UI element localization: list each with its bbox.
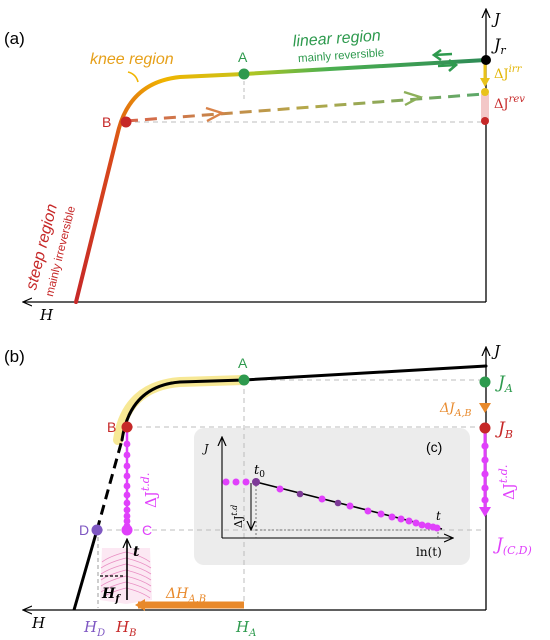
panel-b-hb-label: HB [115, 618, 136, 639]
panel-b-hf-label: Hf [101, 586, 121, 605]
panel-a-x-label: H [39, 306, 54, 324]
panel-a: (a) J H A B knee region [4, 10, 525, 324]
panel-b-label: (b) [4, 347, 25, 366]
panel-b-steep-lower [72, 529, 99, 611]
panel-a-label: (a) [4, 29, 25, 48]
panel-b-point-c-label: C [142, 522, 152, 538]
panel-b-jb-label: JB [495, 419, 513, 441]
inset-c-dj-label: ΔJt.d [230, 505, 245, 528]
panel-a-y-label: J [491, 10, 501, 28]
panel-a-recoil-line [125, 92, 485, 123]
panel-a-dj-irr-label: ΔJirr [494, 64, 523, 82]
panel-a-linear-curve [242, 58, 488, 76]
inset-c-dark-dots [296, 490, 342, 507]
panel-b-point-a [238, 374, 250, 386]
panel-a-rev-arrow-left [431, 48, 453, 62]
panel-a-linear-label: linear region [292, 27, 381, 50]
svg-text:ΔJt.d: ΔJt.d [230, 505, 245, 528]
panel-a-dj-rev-bar [481, 94, 489, 120]
inset-c-dot-t0 [252, 478, 260, 486]
inset-c-dots [222, 478, 441, 532]
inset-c-t-label: t [436, 509, 441, 523]
inset-c-y-label: J [202, 442, 209, 455]
inset-c: J ln(t) (c) t0 [202, 438, 452, 559]
inset-c-background [194, 428, 470, 565]
panel-b-point-ja [479, 376, 491, 388]
panel-b-point-jb [479, 422, 491, 434]
panel-a-knee-pointer [127, 71, 139, 83]
panel-b-dj-td-left: ΔJt.d. [139, 473, 160, 508]
panel-b-point-d-label: D [79, 522, 89, 538]
panel-a-steep-knee-curve [74, 72, 246, 304]
panel-a-knee-label: knee region [90, 51, 174, 68]
panel-b-point-b [121, 421, 133, 433]
panel-b-hd-label: HD [83, 618, 105, 639]
inset-c-label: (c) [426, 439, 442, 455]
panel-b-point-d [91, 524, 103, 536]
panel-a-point-jr [481, 55, 491, 65]
panel-a-rev-arrow-right [437, 58, 459, 72]
panel-b-point-a-label: A [238, 355, 248, 371]
panel-b-t-label: t [133, 544, 140, 560]
panel-b-point-c [121, 524, 133, 536]
panel-b-dj-td-right: ΔJt.d. [497, 465, 518, 500]
panel-b-right-td-dots [481, 442, 489, 504]
panel-a-linear-labels: linear region mainly reversible [292, 27, 384, 65]
panel-a-point-b [120, 116, 132, 128]
panel-b-jcd-label: J(C,D) [493, 535, 532, 557]
panel-a-point-a-label: A [238, 49, 248, 65]
panel-a-point-a [238, 68, 250, 80]
panel-a-steep-labels: steep region mainly irreversible [23, 202, 78, 298]
panel-b-x-label: H [31, 614, 46, 632]
panel-a-linear-sublabel: mainly reversible [298, 47, 385, 65]
inset-c-t0-label: t0 [254, 463, 265, 480]
panel-a-jr-label: Jr [491, 35, 506, 57]
panel-b-dj-ab-label: ΔJA,B [439, 401, 471, 419]
inset-c-x-label: ln(t) [416, 545, 442, 559]
panel-b-hatch-fan [100, 548, 152, 604]
panel-b-y-label: J [491, 342, 501, 360]
panel-b-ha-label: HA [235, 618, 256, 639]
panel-b: (b) J H [4, 342, 532, 639]
panel-a-recoil-arrow-2 [403, 90, 424, 107]
panel-b-point-b-label: B [107, 419, 116, 435]
panel-a-dj-rev-label: ΔJrev [494, 94, 525, 112]
panel-a-point-irr [481, 88, 489, 96]
svg-text:ΔJt.d.: ΔJt.d. [139, 473, 160, 508]
svg-text:ΔJt.d.: ΔJt.d. [497, 465, 518, 500]
panel-a-point-rev [481, 117, 489, 125]
panel-a-point-b-label: B [102, 114, 111, 130]
panel-b-dh-ab-label: ΔHA,B [165, 586, 206, 605]
panel-b-ja-label: JA [495, 373, 513, 395]
panel-b-steep-dashed [95, 439, 124, 531]
panel-b-td-dots [123, 440, 131, 530]
panel-a-recoil-arrow-1 [205, 106, 226, 123]
